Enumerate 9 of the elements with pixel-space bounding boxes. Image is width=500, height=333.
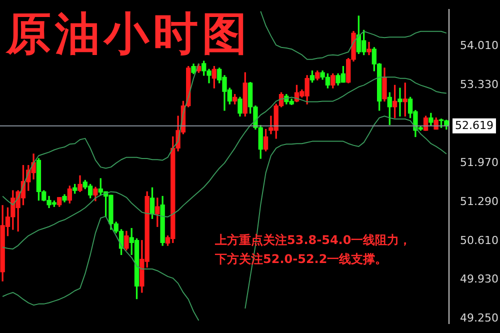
ref-line-label: 52.619: [455, 118, 494, 132]
y-tick-label: 51.290: [460, 194, 498, 208]
y-tick-label: 49.250: [460, 312, 498, 325]
y-tick-label: 51.970: [460, 156, 498, 169]
chart-title: 原油小时图: [6, 6, 251, 62]
y-tick-label: 53.330: [460, 78, 498, 92]
y-tick-label: 54.010: [460, 39, 498, 52]
y-tick-label: 49.930: [460, 272, 498, 286]
y-tick-label: 50.610: [460, 234, 498, 247]
